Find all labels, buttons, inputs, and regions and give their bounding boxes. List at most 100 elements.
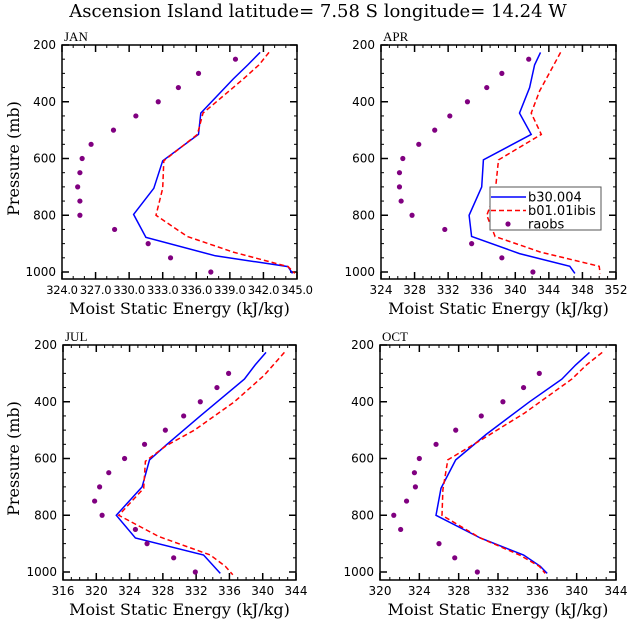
x-axis-label: Moist Static Energy (kJ/kg): [388, 299, 609, 318]
y-tick-label: 400: [34, 395, 57, 409]
raobs-point: [400, 155, 406, 162]
panel-oct: OCT 200 400 600 800 1000 320 324 328 332 336 340 344…: [343, 329, 627, 619]
plot-frame: [61, 44, 298, 280]
series-line-b30-004: [435, 351, 591, 574]
y-axis-label: Pressure (mb): [4, 101, 23, 216]
raobs-point: [106, 470, 112, 476]
raobs-point: [167, 255, 174, 261]
raobs-point: [398, 526, 404, 533]
raobs-point: [192, 569, 198, 575]
raobs-point: [111, 226, 118, 233]
raobs-point: [464, 99, 471, 105]
raobs-point: [225, 370, 232, 376]
x-tick-label: 352: [605, 283, 627, 297]
raobs-point: [500, 399, 506, 405]
x-tick-label: 342.0: [248, 283, 279, 297]
y-tick-label: 600: [33, 152, 56, 166]
x-tick-label: 332: [185, 584, 208, 598]
raobs-point: [411, 470, 418, 476]
x-tick-label: 336.0: [181, 283, 212, 297]
x-tick-label: 320: [369, 584, 392, 598]
y-tick-label: 600: [351, 452, 374, 466]
x-tick-label: 336: [218, 584, 241, 598]
raobs-point: [396, 170, 403, 176]
x-tick-label: 340: [251, 584, 274, 598]
y-tick-label: 200: [33, 38, 56, 52]
y-tick-label: 800: [351, 508, 374, 522]
y-tick-label: 600: [352, 152, 375, 166]
raobs-point: [536, 370, 542, 376]
raobs-point: [396, 184, 403, 190]
y-tick-label: 200: [352, 38, 375, 52]
x-tick-label: 340: [565, 584, 588, 598]
y-tick-label: 600: [34, 452, 57, 466]
raobs-point: [432, 127, 438, 133]
raobs-point: [144, 541, 150, 547]
legend-label: b30.004: [528, 191, 582, 206]
raobs-point: [447, 113, 453, 119]
panel-apr: APR 200 400 600 800 1000 324 328 332 336 340 344 348…: [344, 29, 627, 318]
x-tick-label: 348: [571, 283, 594, 297]
raobs-point: [409, 212, 415, 218]
x-tick-label: 344: [285, 584, 308, 598]
x-tick-label: 340: [504, 283, 527, 297]
raobs-point: [110, 127, 117, 133]
panel-label: JAN: [64, 29, 88, 44]
x-tick-label: 344: [537, 283, 560, 297]
y-tick-label: 1000: [344, 265, 375, 279]
y-tick-label: 200: [351, 338, 374, 352]
x-tick-label: 330.0: [113, 283, 144, 297]
raobs-point: [92, 498, 98, 504]
series-line-b01-01ibis: [117, 351, 285, 576]
raobs-point: [175, 84, 181, 91]
x-tick-label: 344: [605, 584, 627, 598]
x-tick-label: 332: [437, 283, 460, 297]
raobs-point: [79, 155, 85, 162]
raobs-point: [208, 269, 214, 275]
raobs-point: [391, 512, 397, 518]
legend-marker-raobs: [505, 221, 511, 227]
raobs-point: [398, 198, 404, 204]
x-tick-label: 324: [408, 584, 431, 598]
x-tick-label: 333.0: [147, 283, 178, 297]
series-line-b01-01ibis: [155, 51, 296, 274]
raobs-point: [469, 241, 475, 247]
plot-frame: [380, 44, 617, 280]
raobs-point: [474, 569, 480, 575]
raobs-point: [132, 526, 138, 533]
raobs-point: [526, 56, 532, 62]
series-line-b01-01ibis: [441, 351, 603, 574]
raobs-point: [195, 70, 202, 76]
raobs-point: [232, 56, 239, 62]
x-tick-label: 316: [52, 584, 75, 598]
raobs-point: [77, 212, 83, 218]
raobs-point: [197, 399, 203, 405]
y-tick-label: 1000: [26, 565, 57, 579]
panel-label: JUL: [65, 329, 87, 344]
series-line-b30-004: [468, 52, 576, 274]
y-tick-label: 800: [352, 208, 375, 222]
x-tick-label: 332: [487, 584, 510, 598]
panel-jul: JUL 200 400 600 800 1000 316 320 324 328 332 336 340…: [4, 329, 307, 619]
x-tick-label: 328: [447, 584, 470, 598]
x-axis-label: Moist Static Energy (kJ/kg): [388, 600, 609, 619]
legend-label: b01.01ibis: [528, 204, 596, 219]
y-tick-label: 1000: [25, 265, 56, 279]
y-tick-label: 400: [33, 95, 56, 109]
raobs-point: [77, 198, 83, 204]
raobs-point: [416, 455, 422, 462]
raobs-point: [416, 141, 422, 147]
raobs-point: [436, 541, 442, 547]
figure-title: Ascension Island latitude= 7.58 S longit…: [68, 1, 567, 22]
x-axis-label: Moist Static Energy (kJ/kg): [69, 299, 290, 318]
panel-label: APR: [383, 29, 409, 44]
raobs-point: [77, 170, 83, 176]
raobs-point: [452, 555, 458, 561]
raobs-point: [499, 70, 505, 76]
legend-label: raobs: [528, 218, 565, 233]
raobs-point: [214, 384, 220, 391]
y-tick-label: 800: [33, 208, 56, 222]
